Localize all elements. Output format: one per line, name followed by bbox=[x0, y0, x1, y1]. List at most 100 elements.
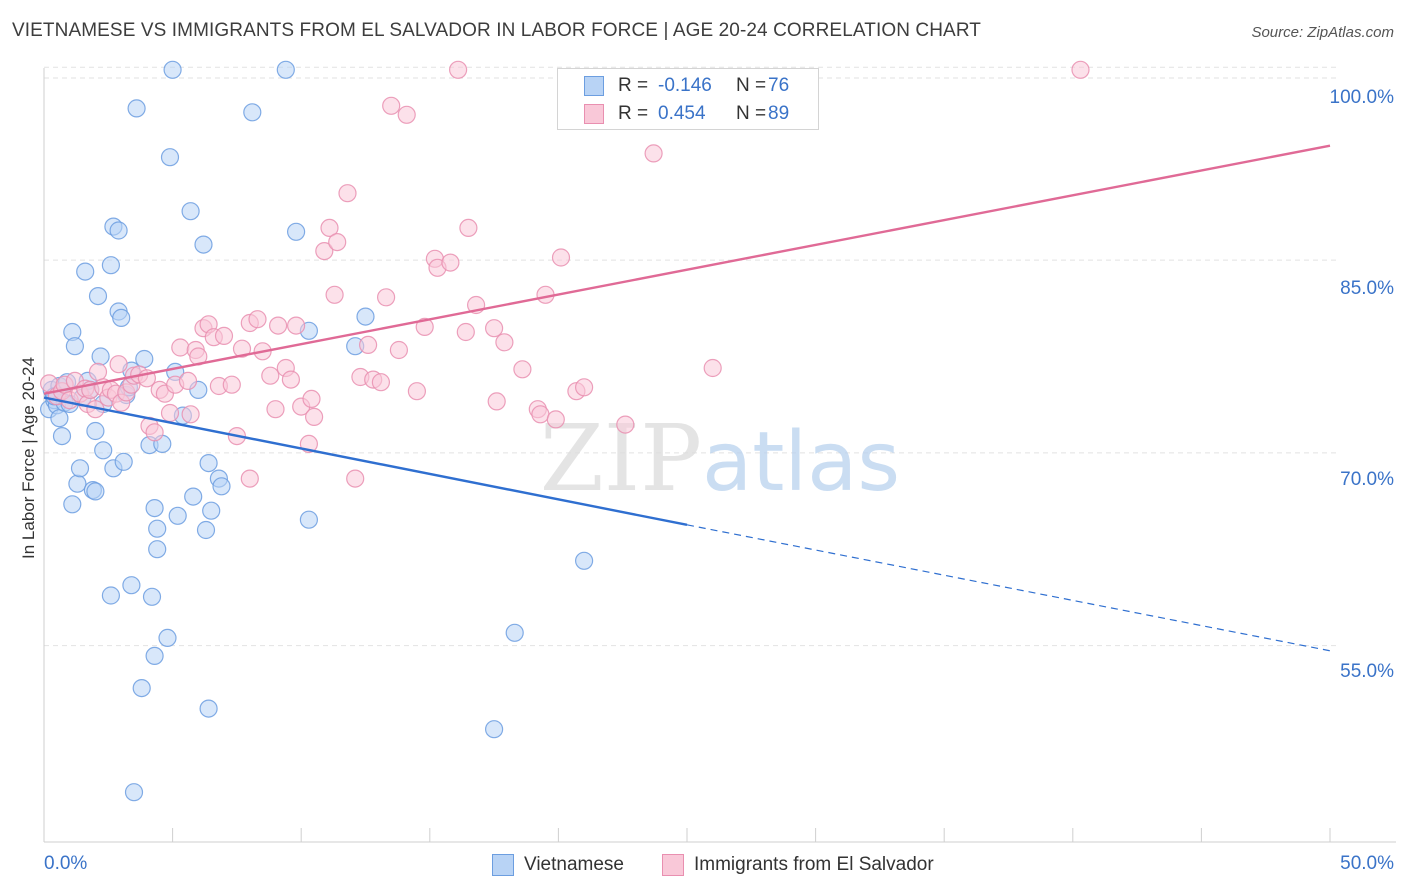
y-tick-label-55: 55.0% bbox=[1340, 661, 1394, 682]
point-el-salvador-76 bbox=[459, 218, 478, 237]
point-el-salvador-77 bbox=[456, 322, 475, 342]
point-vietnamese-36 bbox=[122, 576, 141, 595]
point-vietnamese-45 bbox=[145, 499, 164, 518]
y-tick-label-100: 100.0% bbox=[1329, 87, 1394, 108]
point-el-salvador-42 bbox=[240, 469, 259, 488]
x-tick-label-min: 0.0% bbox=[44, 853, 88, 874]
y-axis-label: In Labor Force | Age 20-24 bbox=[19, 357, 38, 559]
trend-line-vietnamese-projection bbox=[686, 524, 1331, 652]
point-vietnamese-5 bbox=[50, 409, 69, 428]
point-vietnamese-6 bbox=[52, 427, 72, 446]
data-points bbox=[39, 60, 1090, 802]
r-value: 0.454 bbox=[658, 103, 706, 124]
point-el-salvador-38 bbox=[214, 326, 234, 345]
point-el-salvador-75 bbox=[449, 60, 468, 79]
point-vietnamese-51 bbox=[163, 60, 182, 79]
series-legend: Vietnamese Immigrants from El Salvador bbox=[0, 851, 1406, 879]
point-el-salvador-89 bbox=[616, 415, 635, 434]
point-vietnamese-62 bbox=[202, 501, 221, 520]
point-vietnamese-27 bbox=[101, 256, 121, 275]
n-value: 76 bbox=[768, 75, 790, 96]
trend-line-el-salvador bbox=[43, 144, 1331, 395]
n-label: N = bbox=[736, 75, 767, 96]
point-el-salvador-92 bbox=[1071, 60, 1090, 79]
point-el-salvador-54 bbox=[302, 389, 321, 408]
n-value: 89 bbox=[768, 103, 790, 124]
point-vietnamese-64 bbox=[212, 477, 231, 496]
point-el-salvador-27 bbox=[160, 403, 180, 423]
point-vietnamese-49 bbox=[158, 628, 177, 648]
point-vietnamese-20 bbox=[86, 482, 105, 501]
point-vietnamese-16 bbox=[76, 262, 95, 281]
point-el-salvador-74 bbox=[441, 253, 460, 272]
point-el-salvador-60 bbox=[338, 184, 357, 203]
point-el-salvador-61 bbox=[346, 469, 365, 488]
legend-swatch-blue bbox=[492, 854, 514, 876]
point-el-salvador-46 bbox=[261, 366, 280, 385]
legend-swatch-blue bbox=[584, 76, 604, 96]
point-el-salvador-24 bbox=[145, 423, 164, 442]
stats-row-vietnamese: R = -0.146 N = 76 bbox=[584, 73, 789, 99]
point-vietnamese-39 bbox=[127, 99, 146, 118]
point-el-salvador-68 bbox=[389, 340, 408, 360]
point-el-salvador-81 bbox=[495, 333, 514, 352]
point-vietnamese-71 bbox=[356, 307, 375, 326]
point-vietnamese-55 bbox=[181, 202, 200, 221]
point-el-salvador-50 bbox=[281, 370, 300, 389]
r-label: R = bbox=[618, 103, 649, 124]
point-el-salvador-44 bbox=[248, 310, 267, 329]
point-vietnamese-60 bbox=[199, 699, 218, 718]
point-vietnamese-38 bbox=[124, 783, 144, 802]
point-vietnamese-67 bbox=[287, 222, 306, 241]
point-el-salvador-29 bbox=[171, 338, 190, 357]
point-el-salvador-70 bbox=[407, 382, 426, 401]
point-el-salvador-67 bbox=[382, 96, 401, 115]
point-el-salvador-47 bbox=[266, 400, 285, 419]
point-vietnamese-33 bbox=[114, 452, 133, 471]
point-el-salvador-66 bbox=[377, 288, 396, 307]
point-vietnamese-56 bbox=[184, 487, 203, 506]
axes bbox=[43, 68, 1396, 843]
point-vietnamese-10 bbox=[63, 495, 82, 514]
point-el-salvador-51 bbox=[287, 316, 306, 335]
point-vietnamese-61 bbox=[199, 454, 218, 473]
point-vietnamese-47 bbox=[148, 519, 167, 538]
watermark: ZIPatlas bbox=[540, 405, 900, 512]
legend-label: Immigrants from El Salvador bbox=[694, 854, 934, 875]
point-el-salvador-30 bbox=[178, 371, 198, 390]
chart-title: VIETNAMESE VS IMMIGRANTS FROM EL SALVADO… bbox=[12, 20, 981, 41]
point-el-salvador-59 bbox=[328, 233, 347, 252]
trend-lines bbox=[43, 144, 1331, 652]
point-vietnamese-21 bbox=[86, 421, 105, 441]
point-el-salvador-11 bbox=[88, 362, 108, 381]
legend-label: Vietnamese bbox=[524, 854, 624, 875]
point-el-salvador-84 bbox=[531, 405, 550, 424]
trend-line-vietnamese bbox=[43, 396, 688, 527]
point-vietnamese-74 bbox=[574, 551, 594, 570]
y-tick-label-70: 70.0% bbox=[1340, 469, 1394, 490]
point-el-salvador-90 bbox=[644, 144, 663, 163]
point-el-salvador-16 bbox=[109, 355, 128, 374]
point-vietnamese-12 bbox=[65, 337, 85, 356]
point-vietnamese-53 bbox=[168, 506, 187, 525]
point-el-salvador-80 bbox=[487, 392, 506, 411]
point-vietnamese-13 bbox=[68, 474, 87, 493]
point-el-salvador-91 bbox=[703, 358, 722, 378]
point-el-salvador-57 bbox=[320, 218, 339, 237]
point-el-salvador-86 bbox=[546, 410, 565, 429]
point-el-salvador-63 bbox=[359, 335, 378, 354]
point-vietnamese-43 bbox=[142, 587, 162, 606]
point-el-salvador-56 bbox=[315, 242, 334, 261]
point-el-salvador-65 bbox=[371, 373, 390, 392]
legend-swatch-pink bbox=[584, 104, 604, 124]
source-note: Source: ZipAtlas.com bbox=[1251, 24, 1394, 41]
point-vietnamese-26 bbox=[101, 586, 121, 605]
point-vietnamese-30 bbox=[109, 221, 128, 240]
point-el-salvador-48 bbox=[269, 316, 288, 335]
point-vietnamese-22 bbox=[88, 287, 108, 306]
legend-item-vietnamese: Vietnamese bbox=[492, 851, 624, 879]
point-el-salvador-88 bbox=[574, 378, 594, 397]
point-vietnamese-66 bbox=[276, 60, 295, 79]
watermark-atlas: atlas bbox=[702, 415, 900, 510]
